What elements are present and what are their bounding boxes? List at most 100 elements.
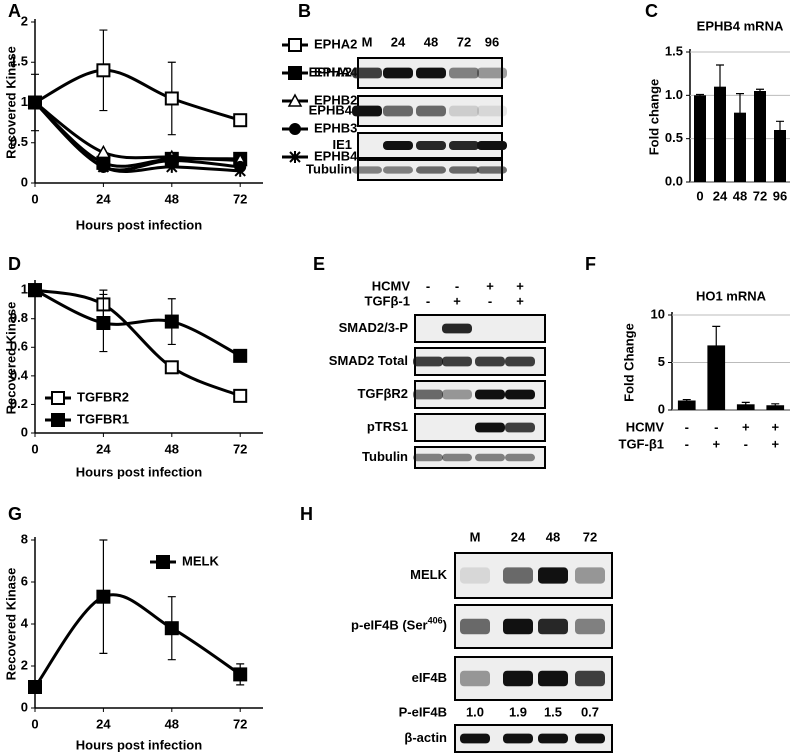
row-label-part: 406 (428, 616, 443, 626)
legend-marker (287, 93, 303, 107)
condition-sign: - (426, 293, 430, 308)
quant-value: 0.7 (581, 704, 599, 719)
row-label: Tubulin (306, 161, 352, 176)
series-line (34, 101, 241, 162)
legend-label: EPHA4 (314, 64, 358, 79)
quant-value: 1.5 (544, 704, 562, 719)
band (475, 453, 505, 462)
band (442, 356, 472, 367)
panel-letter: E (313, 254, 325, 274)
condition-sign: + (453, 293, 461, 308)
band (460, 618, 490, 635)
band (475, 422, 505, 433)
bar (736, 404, 755, 410)
band (416, 141, 446, 150)
row-label: MELK (410, 567, 447, 582)
bar (677, 400, 696, 410)
row-label: Tubulin (362, 449, 408, 464)
condition-name: HCMV (372, 278, 411, 293)
x-tick-label: 72 (753, 188, 767, 203)
band (352, 67, 382, 79)
band (460, 733, 490, 744)
band (416, 105, 446, 117)
y-tick-label: 2 (21, 657, 28, 672)
band (477, 141, 507, 150)
chart-title: EPHB4 mRNA (697, 18, 784, 33)
y-tick-label: 0.6 (10, 339, 28, 354)
lane-label: 24 (511, 529, 526, 544)
legend-label: EPHB3 (314, 120, 357, 135)
y-tick-label: 0.5 (10, 134, 28, 149)
band (383, 67, 413, 79)
row-label: EPHB4 (309, 102, 353, 117)
bar (694, 95, 706, 182)
panel-letter: A (8, 1, 21, 21)
band (475, 389, 505, 400)
x-tick-label: 96 (773, 188, 787, 203)
series-line (34, 68, 241, 122)
legend-label: EPHB2 (314, 92, 357, 107)
condition-sign: - (685, 436, 689, 451)
lane-label: M (470, 529, 481, 544)
x-tick-label: 0 (31, 441, 38, 456)
band (442, 323, 472, 334)
row-label: β-actin (404, 730, 447, 745)
quant-label: P-eIF4B (399, 704, 447, 719)
series-line (33, 593, 242, 688)
marker (166, 160, 178, 173)
y-axis-label: Recovered Kinase (3, 302, 18, 415)
x-tick-label: 24 (96, 716, 111, 731)
condition-name: TGFβ-1 (365, 293, 411, 308)
band (503, 733, 533, 744)
y-tick-label: 8 (21, 531, 28, 546)
condition-name: HCMV (626, 419, 665, 434)
marker (97, 160, 110, 173)
condition-name: TGF-β1 (619, 436, 665, 451)
bar (734, 112, 746, 182)
marker (233, 388, 248, 403)
marker (96, 63, 111, 78)
panel-letter: G (8, 504, 22, 524)
y-axis-label: Fold change (646, 79, 661, 156)
band (460, 670, 490, 687)
error-bar (712, 325, 721, 365)
legend-label: EPHB4 (314, 148, 358, 163)
marker (164, 621, 179, 636)
x-axis-label: Hours post infection (76, 217, 202, 232)
panel-letter: H (300, 504, 313, 524)
panel-letter: C (645, 1, 658, 21)
band (352, 166, 382, 174)
condition-sign: - (426, 278, 430, 293)
y-tick-label: 2 (21, 13, 28, 28)
x-tick-label: 0 (696, 188, 703, 203)
y-tick-label: 6 (21, 573, 28, 588)
band (538, 618, 568, 635)
panel-letter: D (8, 254, 21, 274)
lane-label: 72 (457, 34, 471, 49)
band (575, 733, 605, 744)
condition-sign: + (771, 419, 779, 434)
bar (774, 130, 786, 182)
condition-sign: - (455, 278, 459, 293)
legend-marker (288, 38, 302, 52)
error-bar (682, 398, 691, 403)
band (449, 141, 479, 150)
marker (233, 113, 248, 128)
row-label: p-eIF4B (Ser406) (351, 616, 447, 633)
error-bar (756, 88, 764, 94)
row-label: EPHA2 (309, 64, 352, 79)
y-tick-label: 1.0 (665, 87, 683, 102)
condition-sign: + (742, 419, 750, 434)
quant-value: 1.0 (466, 704, 484, 719)
row-label: IE1 (332, 137, 352, 152)
marker (28, 283, 42, 298)
y-tick-label: 0 (658, 401, 665, 416)
quant-value: 1.9 (509, 704, 527, 719)
band (449, 105, 479, 117)
y-tick-label: 1.5 (10, 54, 28, 69)
condition-sign: + (516, 278, 524, 293)
band (505, 453, 535, 462)
band (538, 733, 568, 744)
y-axis-label: Recovered Kinase (3, 46, 18, 159)
